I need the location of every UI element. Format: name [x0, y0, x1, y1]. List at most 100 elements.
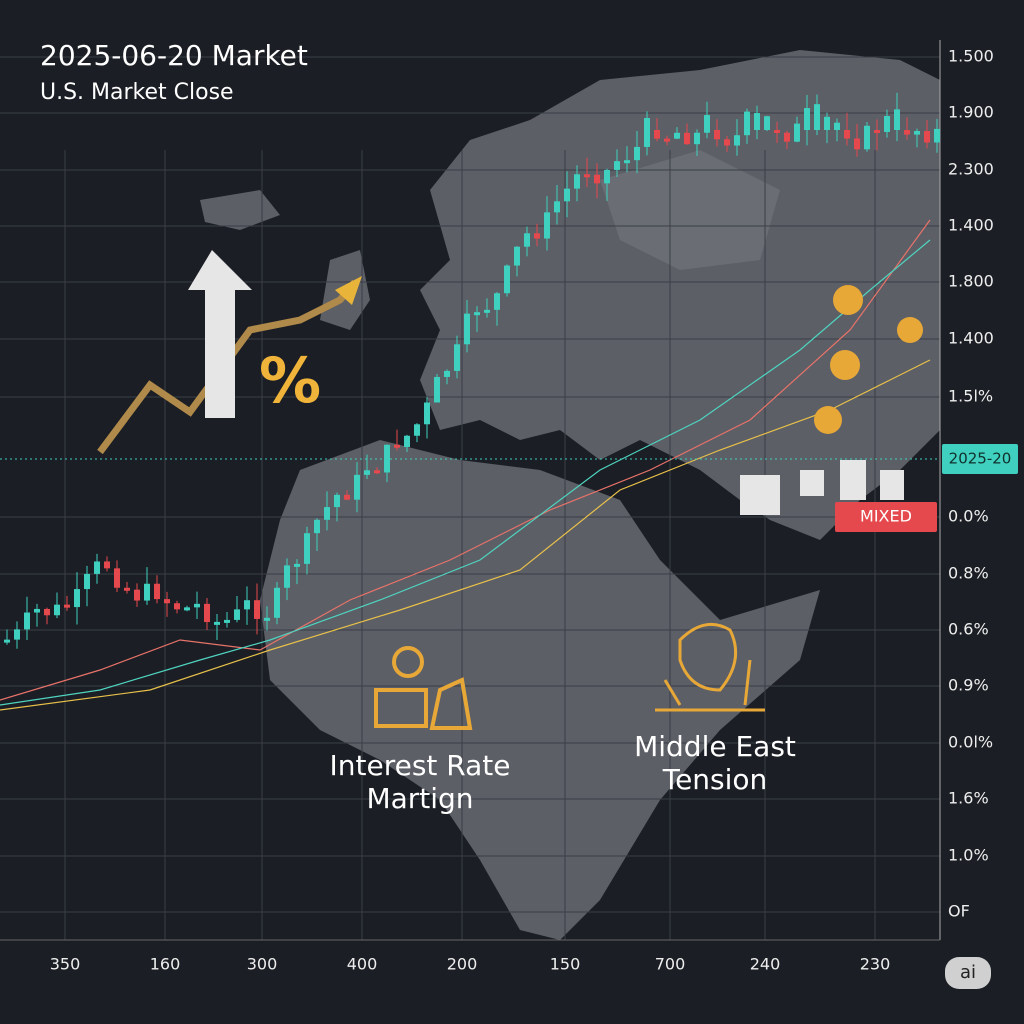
candle-body [814, 104, 820, 130]
candle-body [414, 424, 420, 436]
candle-body [744, 111, 750, 136]
mixed-badge: MIXED [860, 507, 912, 526]
candle-body [874, 130, 880, 133]
up-arrow [188, 250, 252, 418]
tension-icon [655, 622, 765, 712]
right-axis-label: 1.5l% [948, 387, 993, 406]
candles [4, 92, 940, 649]
candle-body [394, 444, 400, 448]
candle-body [314, 519, 320, 534]
candle-body [244, 600, 250, 610]
candle-body [864, 125, 870, 150]
bottom-axis-label: 300 [247, 955, 278, 974]
candle-body [564, 188, 570, 202]
subtitle: U.S. Market Close [40, 80, 234, 105]
bottom-axis-label: 400 [347, 955, 378, 974]
candle-body [694, 132, 700, 145]
candle-body [114, 568, 120, 588]
candle-body [384, 444, 390, 473]
candle-body [124, 587, 130, 591]
candle-body [644, 118, 650, 147]
candle-body [274, 587, 280, 618]
date-badge: 2025-20 [949, 450, 1012, 468]
candle-body [14, 629, 20, 640]
candle-body [34, 608, 40, 613]
coin-icons [814, 285, 923, 434]
title: 2025-06-20 Market [40, 39, 308, 72]
candle-body [294, 563, 300, 567]
candle-body [574, 174, 580, 189]
candle-body [494, 293, 500, 310]
right-axis-label: OF [948, 902, 970, 921]
moving-average [0, 359, 931, 711]
candle-body [204, 603, 210, 623]
candle-body [454, 344, 460, 371]
candle-body [594, 174, 600, 184]
logo: ai [960, 962, 976, 983]
candle-body [54, 604, 60, 616]
candle-body [634, 146, 640, 161]
right-axis-label: 1.6% [948, 789, 989, 808]
candle-body [824, 116, 830, 130]
bottom-axis-label: 150 [550, 955, 581, 974]
logo-box [945, 957, 991, 989]
candle-body [524, 233, 530, 247]
candle-body [214, 621, 220, 625]
candle-body [284, 565, 290, 588]
annotation: Interest Rate [329, 749, 510, 782]
candle-body [174, 603, 180, 610]
right-axis-label: 1.900 [948, 103, 994, 122]
candle-body [514, 246, 520, 266]
right-axis-label: 0.6% [948, 620, 989, 639]
candle-body [444, 370, 450, 377]
candle-body [344, 494, 350, 500]
candle-body [894, 109, 900, 130]
bottom-axis-label: 200 [447, 955, 478, 974]
candle-body [254, 600, 260, 619]
candle-body [674, 132, 680, 139]
candle-body [194, 603, 200, 608]
candle-body [334, 494, 340, 508]
candle-body [624, 160, 630, 164]
percent-icon: % [259, 344, 321, 417]
candle-body [794, 123, 800, 142]
right-axis-label: 0.8% [948, 564, 989, 583]
trend-arrow [97, 279, 358, 455]
bottom-axis-label: 700 [655, 955, 686, 974]
rate-icon [374, 646, 473, 730]
candle-body [44, 608, 50, 616]
candle-body [64, 604, 70, 608]
moving-average [0, 239, 931, 706]
candle-body [614, 161, 620, 170]
candle-body [804, 108, 810, 130]
candle-body [724, 139, 730, 146]
candle-body [504, 265, 510, 294]
candle-body [374, 470, 380, 474]
right-axis-label: 1.400 [948, 329, 994, 348]
annotation: Tension [662, 763, 768, 796]
candle-body [734, 135, 740, 146]
industry-icons [740, 460, 904, 515]
candle-body [224, 619, 230, 623]
bottom-axis-label: 240 [750, 955, 781, 974]
right-axis-label: 0.9% [948, 676, 989, 695]
bottom-axis-label: 230 [860, 955, 891, 974]
candle-body [754, 113, 760, 130]
right-axis-label: 1.0% [948, 846, 989, 865]
candle-body [914, 131, 920, 135]
candle-body [234, 609, 240, 620]
candle-body [484, 309, 490, 313]
candle-body [264, 617, 270, 621]
annotation: Middle East [634, 730, 796, 763]
candle-body [704, 115, 710, 133]
candle-body [534, 233, 540, 239]
candle-body [144, 583, 150, 601]
candle-body [784, 132, 790, 142]
candle-body [154, 583, 160, 600]
candle-body [24, 612, 30, 630]
right-axis-label: 1.500 [948, 47, 994, 66]
grid [0, 56, 940, 940]
candle-body [474, 312, 480, 316]
candle-body [304, 533, 310, 564]
